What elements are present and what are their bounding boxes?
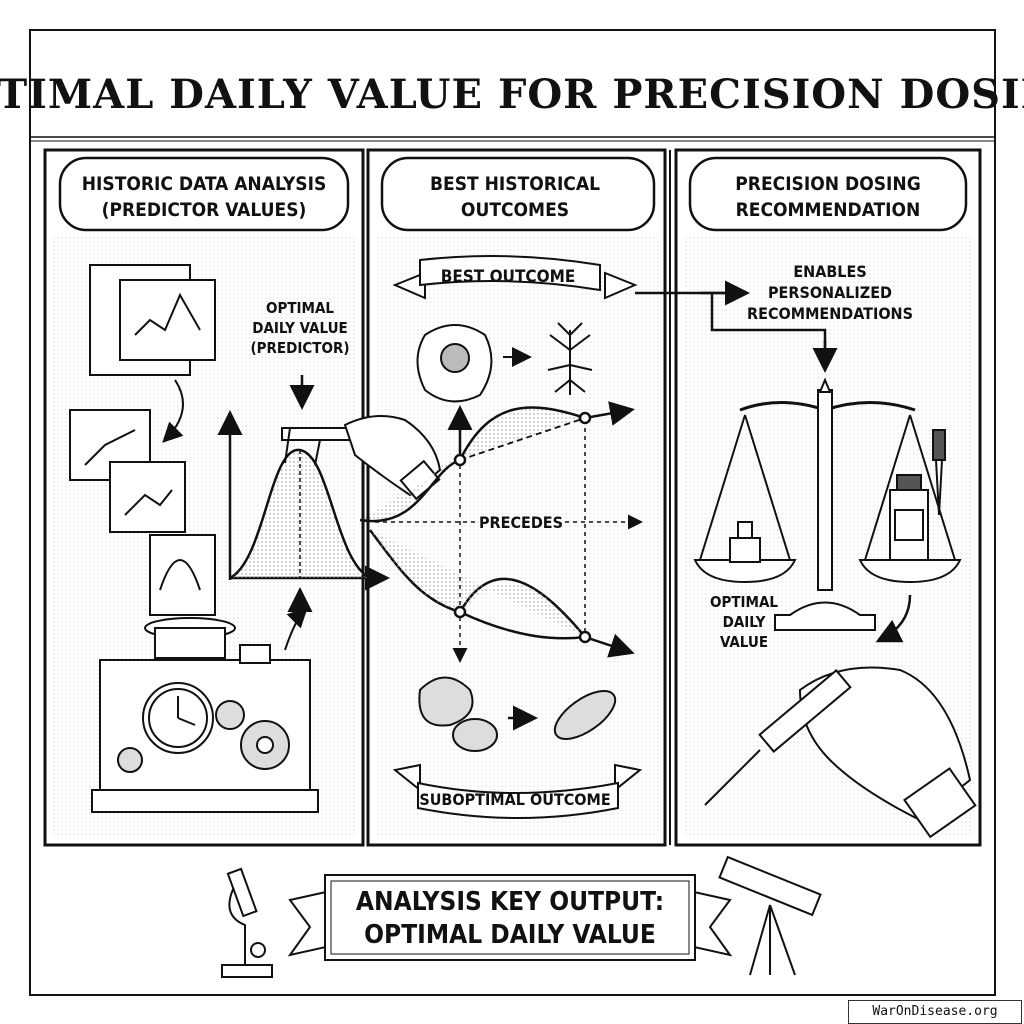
- suboptimal-outcome-banner: SUBOPTIMAL OUTCOME: [392, 763, 643, 819]
- outer-frame: [29, 29, 996, 996]
- syringe-hand-icon: [704, 666, 977, 839]
- panel-header-frame: [58, 156, 350, 232]
- clockwork-machine-icon: [91, 607, 319, 813]
- predictor-label-line2: DAILY VALUE: [252, 319, 348, 337]
- predictor-label-line3: (PREDICTOR): [250, 339, 349, 357]
- enables-label-line3: RECOMMENDATIONS: [747, 304, 913, 323]
- predictor-label-line1: OPTIMAL: [266, 299, 334, 317]
- watermark: WarOnDisease.org: [848, 1000, 1022, 1024]
- footer-line1: ANALYSIS KEY OUTPUT:: [356, 887, 664, 917]
- panel-header-line1: HISTORIC DATA ANALYSIS: [82, 173, 327, 195]
- panel-header-line2: RECOMMENDATION: [736, 199, 921, 221]
- footer-line2: OPTIMAL DAILY VALUE: [364, 920, 656, 950]
- outcome-curves: [359, 401, 643, 663]
- best-outcome-banner: BEST OUTCOME: [392, 255, 638, 300]
- dropper-icon: [932, 429, 946, 516]
- bacteria-icon: [418, 676, 617, 752]
- caliper-hand-icon: [281, 415, 442, 501]
- panel-header-line2: OUTCOMES: [461, 199, 569, 221]
- down-arrow: [875, 594, 912, 643]
- panel-header-line2: (PREDICTOR VALUES): [102, 199, 307, 221]
- scale-label-line2: DAILY: [723, 613, 766, 631]
- scale-label-line3: VALUE: [720, 633, 768, 651]
- panel-header-line1: PRECISION DOSING: [735, 173, 920, 195]
- page-title: OPTIMAL DAILY VALUE FOR PRECISION DOSING: [0, 71, 1024, 118]
- best-outcome-label: BEST OUTCOME: [441, 267, 576, 287]
- enables-label-line1: ENABLES: [793, 262, 866, 281]
- panel-header-line1: BEST HISTORICAL: [430, 173, 600, 195]
- enables-label-line2: PERSONALIZED: [768, 283, 892, 302]
- balance-scale-icon: [693, 377, 962, 631]
- footer-banner: ANALYSIS KEY OUTPUT: OPTIMAL DAILY VALUE: [287, 874, 733, 961]
- telescope-icon: [718, 855, 822, 976]
- scale-label-line1: OPTIMAL: [710, 593, 778, 611]
- neuron-icon: [547, 322, 593, 395]
- cell-icon: [416, 324, 532, 403]
- medicine-bottle-icon: [889, 474, 929, 561]
- precedes-label: PRECEDES: [479, 513, 563, 532]
- panel-best-outcomes: BEST HISTORICAL OUTCOMES: [366, 148, 667, 847]
- predictor-curve: [217, 375, 390, 625]
- suboptimal-outcome-label: SUBOPTIMAL OUTCOME: [419, 790, 610, 809]
- microscope-icon: [221, 867, 273, 978]
- scroll-chart-icon: [69, 264, 216, 616]
